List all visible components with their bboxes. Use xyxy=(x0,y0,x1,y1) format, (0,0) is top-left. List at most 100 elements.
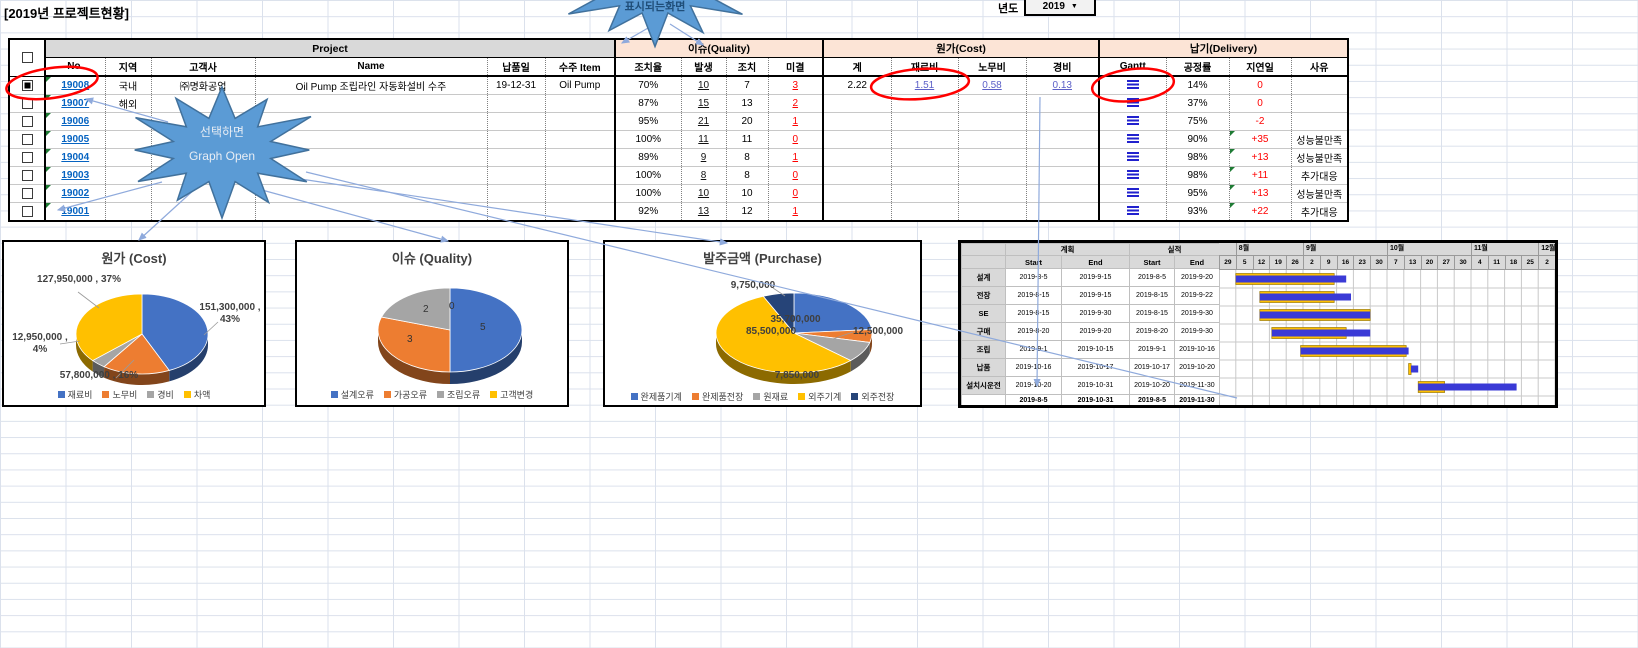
row-checkbox[interactable] xyxy=(9,202,45,222)
project-no-link[interactable]: 19002 xyxy=(44,184,105,203)
cell-open[interactable]: 0 xyxy=(767,166,823,185)
gantt-act-start: 2019-10-17 xyxy=(1129,358,1175,377)
cell-open[interactable]: 0 xyxy=(767,130,823,149)
cell-total xyxy=(822,184,891,203)
cell-occur[interactable]: 8 xyxy=(680,166,726,185)
gantt-icon-cell[interactable] xyxy=(1098,76,1166,95)
pie-slice-rim xyxy=(169,334,209,382)
legend-item: 고객변경 xyxy=(490,388,533,401)
gantt-icon-cell[interactable] xyxy=(1098,112,1166,131)
cell-fixed: 11 xyxy=(725,130,768,149)
gantt-plan-start: 2019-10-20 xyxy=(1005,376,1062,395)
cell-open[interactable]: 1 xyxy=(767,112,823,131)
project-no-link[interactable]: 19001 xyxy=(44,202,105,222)
project-no-link[interactable]: 19003 xyxy=(44,166,105,185)
gantt-icon-cell[interactable] xyxy=(1098,130,1166,149)
project-no-link[interactable]: 19004 xyxy=(44,148,105,167)
cell-fixed: 7 xyxy=(725,76,768,95)
legend-label: 가공오류 xyxy=(393,390,427,400)
row-checkbox[interactable] xyxy=(9,130,45,149)
cell-occur[interactable]: 10 xyxy=(680,184,726,203)
select-all-checkbox-cell[interactable] xyxy=(8,39,45,77)
legend-swatch xyxy=(851,393,859,400)
cell-open[interactable]: 3 xyxy=(767,76,823,95)
gantt-list-icon[interactable] xyxy=(1126,151,1139,161)
project-no-link[interactable]: 19006 xyxy=(44,112,105,131)
cell-due xyxy=(486,166,545,185)
row-checkbox[interactable] xyxy=(9,76,45,95)
cell-delay: +35 xyxy=(1228,130,1291,149)
gantt-act-end: 2019-9-22 xyxy=(1174,286,1220,305)
gantt-icon-cell[interactable] xyxy=(1098,166,1166,185)
cell-reason xyxy=(1290,112,1348,131)
gantt-icon-cell[interactable] xyxy=(1098,202,1166,222)
cell-fixed: 20 xyxy=(725,112,768,131)
cell-expense xyxy=(1025,166,1099,185)
cell-rate: 70% xyxy=(614,76,681,95)
pie-slice-rim xyxy=(76,334,93,372)
label-leader-line xyxy=(77,291,100,309)
col-header-0: No. xyxy=(44,57,105,77)
cell-open[interactable]: 0 xyxy=(767,184,823,203)
cell-occur[interactable]: 13 xyxy=(680,202,726,222)
col-header-9: 미결 xyxy=(767,57,823,77)
table-group-header-row: Project 이슈(Quality) 원가(Cost) 납기(Delivery… xyxy=(8,39,1348,77)
gantt-list-icon[interactable] xyxy=(1126,205,1139,215)
gantt-list-icon[interactable] xyxy=(1126,187,1139,197)
cell-occur[interactable]: 11 xyxy=(680,130,726,149)
gantt-plan-start: 2019-8-5 xyxy=(1005,268,1062,287)
pie-svg xyxy=(59,291,219,385)
cell-item: Oil Pump xyxy=(544,76,615,95)
row-checkbox[interactable] xyxy=(9,184,45,203)
legend-label: 완제품기계 xyxy=(640,392,682,402)
row-checkbox[interactable] xyxy=(9,94,45,113)
legend-label: 완제품전장 xyxy=(701,392,744,402)
cell-occur[interactable]: 10 xyxy=(680,76,726,95)
cell-material[interactable]: 1.51 xyxy=(890,76,958,95)
cell-name xyxy=(254,166,487,185)
cell-region: 해외 xyxy=(104,94,151,113)
legend-label: 조립오류 xyxy=(447,390,481,400)
cell-delay: +13 xyxy=(1228,184,1291,203)
cell-region xyxy=(104,112,151,131)
gantt-task-name: 납품 xyxy=(961,358,1006,377)
cell-item xyxy=(544,112,615,131)
cell-expense[interactable]: 0.13 xyxy=(1025,76,1099,95)
cell-open[interactable]: 1 xyxy=(767,148,823,167)
gantt-act-end: 2019-9-30 xyxy=(1174,322,1220,341)
cell-due xyxy=(486,148,545,167)
cell-open[interactable]: 2 xyxy=(767,94,823,113)
col-header-15: 공정률 xyxy=(1165,57,1229,77)
gantt-week-label: 5 xyxy=(1235,256,1253,269)
row-checkbox[interactable] xyxy=(9,112,45,131)
cell-labor xyxy=(957,130,1026,149)
cell-open[interactable]: 1 xyxy=(767,202,823,222)
gantt-icon-cell[interactable] xyxy=(1098,94,1166,113)
row-checkbox[interactable] xyxy=(9,166,45,185)
gantt-icon-cell[interactable] xyxy=(1098,184,1166,203)
gantt-act-start: 2019-8-5 xyxy=(1129,268,1175,287)
project-no-link[interactable]: 19008 xyxy=(44,76,105,95)
gantt-actual-bar xyxy=(1259,293,1351,301)
gantt-icon-cell[interactable] xyxy=(1098,148,1166,167)
row-checkbox[interactable] xyxy=(9,148,45,167)
gantt-list-icon[interactable] xyxy=(1126,115,1139,125)
project-no-link[interactable]: 19007 xyxy=(44,94,105,113)
gantt-list-icon[interactable] xyxy=(1126,169,1139,179)
project-no-link[interactable]: 19005 xyxy=(44,130,105,149)
gantt-list-icon[interactable] xyxy=(1126,97,1139,107)
cell-occur[interactable]: 21 xyxy=(680,112,726,131)
year-dropdown[interactable]: 2019 ▼ xyxy=(1024,0,1097,16)
cell-occur[interactable]: 9 xyxy=(680,148,726,167)
cell-progress: 90% xyxy=(1165,130,1229,149)
pie-slice-rim xyxy=(92,360,105,378)
cell-name xyxy=(254,112,487,131)
gantt-list-icon[interactable] xyxy=(1126,133,1139,143)
gantt-list-icon[interactable] xyxy=(1126,79,1139,89)
cell-labor[interactable]: 0.58 xyxy=(957,76,1026,95)
chart-legend: 완제품기계 완제품전장 원재료 외주기계 외주전장 xyxy=(605,390,920,403)
cell-delay: -2 xyxy=(1228,112,1291,131)
cell-occur[interactable]: 15 xyxy=(680,94,726,113)
cell-item xyxy=(544,202,615,222)
legend-item: 설계오류 xyxy=(330,388,374,401)
